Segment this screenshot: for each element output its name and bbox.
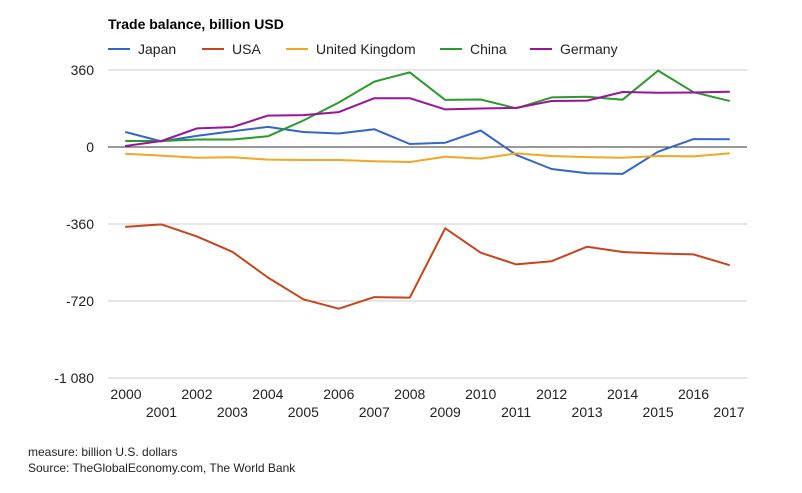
- x-tick-label: 2003: [217, 404, 248, 420]
- x-tick-label: 2014: [607, 386, 638, 402]
- y-tick-label: -1 080: [54, 370, 94, 386]
- gridlines: [108, 69, 747, 379]
- x-tick-label: 2013: [572, 404, 603, 420]
- source-note: Source: TheGlobalEconomy.com, The World …: [28, 461, 296, 475]
- x-tick-label: 2002: [181, 386, 212, 402]
- series-line-germany: [125, 90, 730, 147]
- series-line-usa: [125, 223, 730, 310]
- x-tick-label: 2016: [678, 386, 709, 402]
- legend-label: China: [470, 41, 507, 57]
- series-line-united-kingdom: [125, 152, 730, 163]
- y-axis: 360 0 -360 -720 -1 080: [54, 62, 94, 386]
- x-tick-label: 2008: [394, 386, 425, 402]
- chart-title: Trade balance, billion USD: [108, 16, 284, 32]
- y-tick-label: 0: [86, 139, 94, 155]
- x-tick-label: 2005: [288, 404, 319, 420]
- x-tick-label: 2001: [146, 404, 177, 420]
- legend-label: Japan: [138, 41, 176, 57]
- y-tick-label: -360: [66, 216, 94, 232]
- legend-label: Germany: [560, 41, 618, 57]
- x-tick-label: 2004: [252, 386, 283, 402]
- measure-note: measure: billion U.S. dollars: [28, 445, 178, 459]
- x-tick-label: 2000: [110, 386, 141, 402]
- x-tick-label: 2015: [642, 404, 673, 420]
- y-tick-label: 360: [71, 62, 95, 78]
- x-tick-label: 2007: [359, 404, 390, 420]
- x-tick-label: 2010: [465, 386, 496, 402]
- plot-area: [125, 69, 730, 310]
- x-tick-label: 2011: [501, 404, 531, 420]
- series-line-china: [125, 69, 730, 142]
- x-tick-label: 2009: [430, 404, 461, 420]
- x-tick-label: 2012: [536, 386, 567, 402]
- x-tick-label: 2017: [713, 404, 744, 420]
- series-line-japan: [125, 125, 730, 175]
- legend: Japan USA United Kingdom China Germany: [108, 41, 618, 57]
- y-tick-label: -720: [66, 293, 94, 309]
- legend-label: USA: [232, 41, 261, 57]
- x-tick-label: 2006: [323, 386, 354, 402]
- legend-label: United Kingdom: [316, 41, 416, 57]
